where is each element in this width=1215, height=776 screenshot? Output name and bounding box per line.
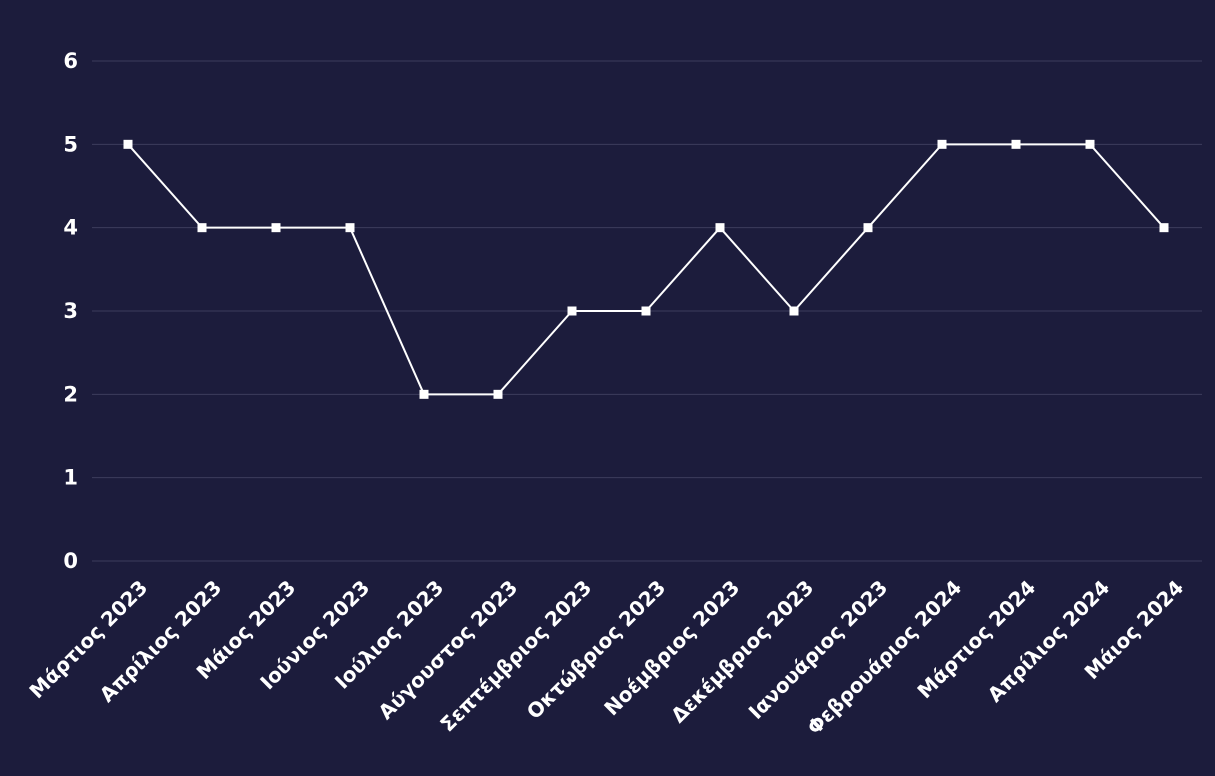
y-tick-label: 5 [63, 132, 78, 156]
data-point [1011, 139, 1021, 149]
data-point [197, 223, 207, 233]
data-point [863, 223, 873, 233]
data-point [937, 139, 947, 149]
y-tick-label: 6 [63, 49, 78, 73]
data-point [1159, 223, 1169, 233]
data-point [419, 389, 429, 399]
data-point [567, 306, 577, 316]
data-point [715, 223, 725, 233]
y-tick-label: 0 [63, 549, 78, 573]
y-tick-label: 3 [63, 299, 78, 323]
series-layer [123, 139, 1169, 399]
data-point [641, 306, 651, 316]
data-point [345, 223, 355, 233]
y-tick-label: 4 [63, 216, 78, 240]
data-point [789, 306, 799, 316]
y-tick-label: 1 [63, 466, 78, 490]
data-point [123, 139, 133, 149]
data-point [1085, 139, 1095, 149]
data-point [271, 223, 281, 233]
data-point [493, 389, 503, 399]
y-tick-label: 2 [63, 382, 78, 406]
y-axis-ticks: 0 1 2 3 4 5 6 [63, 49, 78, 573]
